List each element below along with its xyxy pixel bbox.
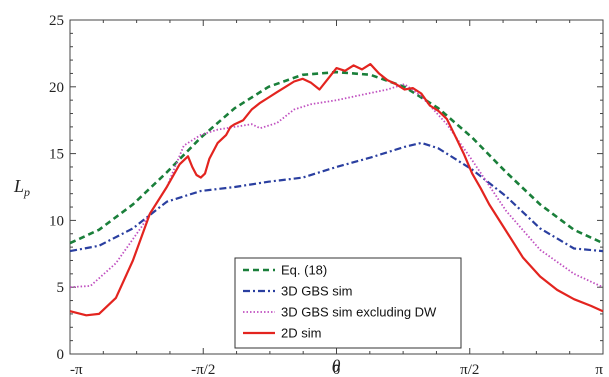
y-tick-label: 20	[49, 80, 64, 96]
legend-label: 2D sim	[281, 326, 321, 341]
y-tick-labels: 0 5 10 15 20 25	[49, 13, 64, 363]
y-tick-label: 15	[49, 147, 64, 163]
x-tick-label: -π/2	[191, 362, 215, 377]
y-tick-label: 10	[49, 213, 64, 229]
series-lines	[69, 62, 604, 317]
x-tick-label: π/2	[460, 362, 479, 377]
legend-label: 3D GBS sim excluding DW	[281, 305, 437, 320]
legend-label: 3D GBS sim	[281, 284, 353, 299]
legend-label: Eq. (18)	[281, 263, 327, 278]
x-tick-label: π	[595, 362, 603, 377]
x-tick-label: 0	[333, 362, 341, 377]
y-tick-label: 5	[57, 280, 65, 296]
series-line-3	[69, 62, 604, 317]
legend: Eq. (18) 3D GBS sim 3D GBS sim excluding D…	[234, 257, 462, 349]
y-tick-label: 0	[57, 347, 65, 363]
series-line-2	[70, 83, 604, 289]
x-axis-label: θ	[332, 356, 341, 376]
x-tick-label: -π	[70, 362, 83, 377]
y-axis-label-sub: p	[23, 185, 30, 199]
y-axis-label-main: L	[13, 176, 24, 196]
y-tick-label: 25	[49, 13, 64, 29]
axis-ticks	[69, 19, 604, 355]
series-line-0	[69, 70, 604, 245]
y-axis-label: Lp	[13, 176, 30, 199]
series-line-1	[69, 141, 603, 253]
legend-box	[234, 257, 462, 349]
x-tick-labels: -π -π/2 0 π/2 π	[70, 362, 603, 377]
